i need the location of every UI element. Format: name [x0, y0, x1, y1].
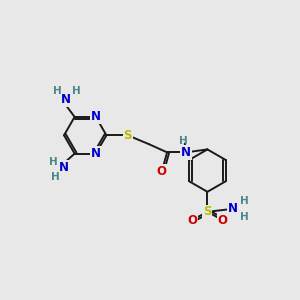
Text: H: H — [179, 136, 188, 146]
Text: N: N — [61, 93, 71, 106]
Text: S: S — [123, 129, 132, 142]
Text: N: N — [59, 161, 69, 174]
Text: N: N — [181, 146, 191, 159]
Text: H: H — [240, 196, 249, 206]
Text: O: O — [187, 214, 197, 226]
Text: H: H — [240, 212, 249, 222]
Text: H: H — [49, 158, 58, 167]
Text: H: H — [72, 86, 81, 96]
Text: S: S — [203, 205, 212, 218]
Text: N: N — [227, 202, 237, 215]
Text: O: O — [157, 165, 167, 178]
Text: H: H — [51, 172, 60, 182]
Text: N: N — [91, 110, 101, 123]
Text: O: O — [218, 214, 228, 226]
Text: N: N — [91, 147, 101, 160]
Text: H: H — [53, 86, 62, 96]
